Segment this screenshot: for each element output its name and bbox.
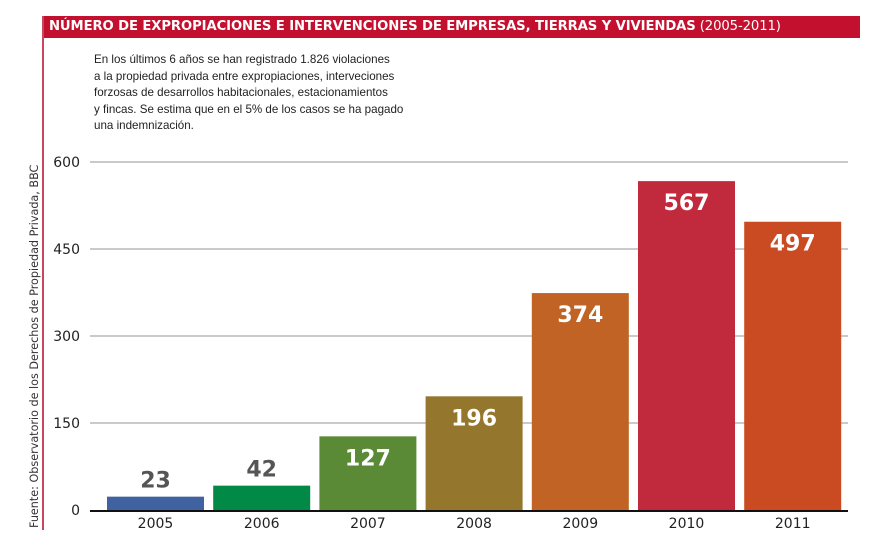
intro-line: forzosas de desarrollos habitacionales, … — [94, 86, 388, 99]
intro-line: En los últimos 6 años se han registrado … — [94, 53, 390, 66]
chart-title: NÚMERO DE EXPROPIACIONES E INTERVENCIONE… — [49, 17, 781, 37]
bars — [107, 181, 842, 511]
value-label-2009: 374 — [557, 303, 603, 328]
x-axis-labels: 2005 2006 2007 2008 2009 2010 2011 — [138, 516, 811, 532]
intro-text: En los últimos 6 años se han registrado … — [94, 52, 454, 135]
x-tick-label-2005: 2005 — [138, 516, 174, 532]
y-axis-ticks: 0 150 300 450 600 — [53, 155, 80, 519]
x-tick-label-2008: 2008 — [456, 516, 492, 532]
bar-2009 — [531, 293, 629, 510]
intro-line: una indemnización. — [94, 119, 194, 132]
accent-line — [42, 16, 44, 530]
bar-2010 — [638, 181, 735, 510]
intro-line: y fincas. Se estima que en el 5% de los … — [94, 102, 404, 116]
x-tick-label-2007: 2007 — [350, 516, 386, 532]
value-label-2008: 196 — [451, 406, 497, 431]
value-label-2010: 567 — [664, 191, 710, 216]
x-tick-label-2006: 2006 — [244, 516, 280, 532]
chart-title-years: (2005-2011) — [695, 19, 781, 34]
bar-2007 — [319, 436, 417, 510]
title-bar — [42, 16, 860, 38]
value-label-2011: 497 — [770, 232, 816, 257]
value-labels: 23 42 127 196 374 567 497 — [140, 191, 815, 494]
chart-title-main: NÚMERO DE EXPROPIACIONES E INTERVENCIONE… — [49, 19, 696, 34]
x-tick-label-2009: 2009 — [562, 516, 598, 532]
x-tick-label-2010: 2010 — [669, 516, 705, 532]
y-tick-label: 450 — [53, 242, 80, 258]
bar-2005 — [107, 496, 204, 510]
bar-2006 — [213, 485, 311, 510]
value-label-2005: 23 — [140, 469, 171, 494]
value-label-2006: 42 — [246, 458, 277, 483]
y-tick-label: 600 — [53, 155, 80, 171]
value-label-2007: 127 — [345, 446, 391, 471]
y-tick-label: 0 — [71, 503, 80, 519]
y-tick-label: 300 — [53, 329, 80, 345]
bar-2011 — [744, 221, 842, 511]
intro-line: a la propiedad privada entre expropiacio… — [94, 69, 395, 83]
bar-2008 — [425, 396, 523, 510]
x-tick-label-2011: 2011 — [775, 516, 811, 532]
y-tick-label: 150 — [53, 416, 80, 432]
